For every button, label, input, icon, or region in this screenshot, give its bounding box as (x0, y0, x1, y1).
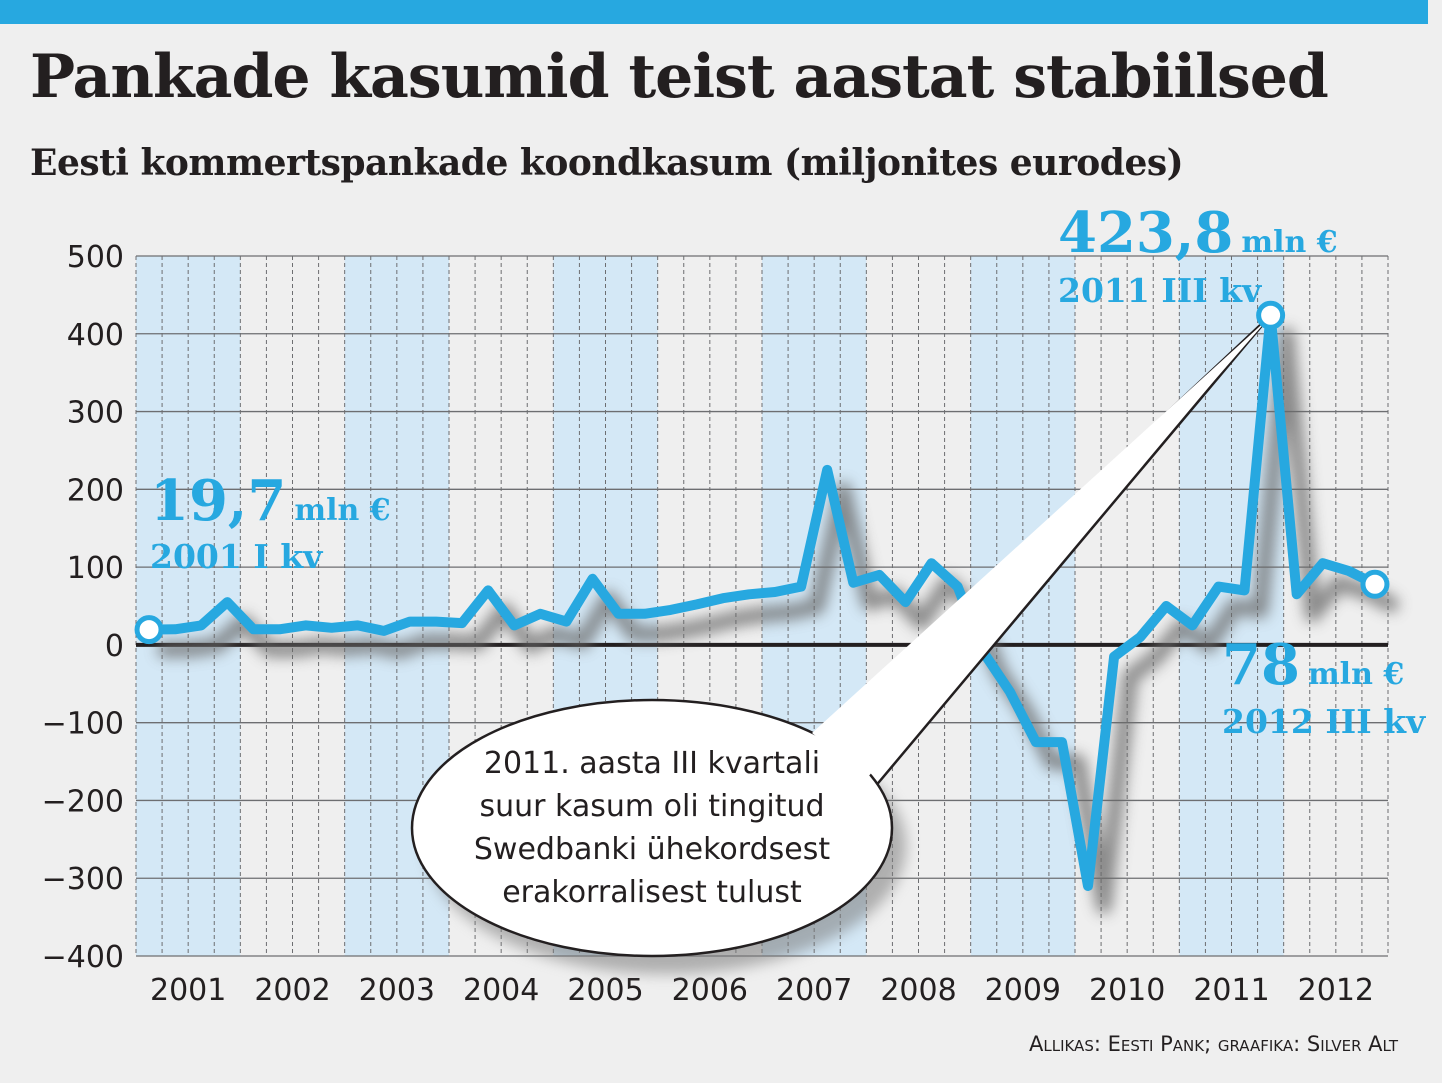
y-tick-label: −400 (42, 940, 124, 975)
x-tick-label: 2010 (1089, 973, 1165, 1008)
y-tick-label: 100 (67, 551, 124, 586)
callout-line: suur kasum oli tingitud (479, 789, 824, 824)
x-tick-label: 2003 (359, 973, 435, 1008)
x-tick-label: 2009 (985, 973, 1061, 1008)
series-line-shadow (157, 327, 1399, 914)
x-tick-label: 2008 (880, 973, 956, 1008)
top-accent-bar (0, 0, 1428, 24)
series-line (144, 310, 1380, 891)
annotation-period: 2011 III kv (1058, 271, 1262, 310)
callout-line: erakorralisest tulust (502, 875, 802, 910)
x-tick-label: 2001 (150, 973, 226, 1008)
y-tick-label: 400 (67, 318, 124, 353)
callout-bubble (410, 698, 894, 958)
chart-title: Pankade kasumid teist aastat stabiilsed (30, 42, 1329, 112)
y-tick-label: −300 (42, 862, 124, 897)
highlight-marker (1256, 300, 1286, 330)
annotation-value: 423,8 mln € (1058, 200, 1338, 266)
y-tick-label: 500 (67, 240, 124, 275)
annotation-period: 2001 I kv (150, 537, 323, 576)
y-tick-label: 200 (67, 473, 124, 508)
source-credit: Allikas: Eesti Pank; graafika: Silver Al… (1028, 1032, 1398, 1056)
callout-line: Swedbanki ühekordsest (474, 832, 830, 867)
y-tick-label: 0 (105, 629, 124, 664)
y-tick-label: 300 (67, 396, 124, 431)
x-tick-label: 2012 (1298, 973, 1374, 1008)
callout-pointer-fill (812, 318, 1269, 778)
x-tick-label: 2006 (672, 973, 748, 1008)
highlight-marker (134, 615, 164, 645)
annotation-value: 78 mln € (1222, 632, 1404, 698)
chart-subtitle: Eesti kommertspankade koondkasum (miljon… (30, 142, 1184, 184)
callout-line: 2011. aasta III kvartali (484, 746, 820, 781)
x-tick-label: 2004 (463, 973, 539, 1008)
y-tick-label: −200 (42, 784, 124, 819)
highlight-marker (1360, 569, 1390, 599)
x-tick-label: 2007 (776, 973, 852, 1008)
annotation-value: 19,7 mln € (150, 468, 391, 534)
x-tick-label: 2005 (567, 973, 643, 1008)
x-tick-label: 2002 (254, 973, 330, 1008)
annotation-period: 2012 III kv (1222, 702, 1426, 741)
x-tick-label: 2011 (1193, 973, 1269, 1008)
y-tick-label: −100 (42, 707, 124, 742)
